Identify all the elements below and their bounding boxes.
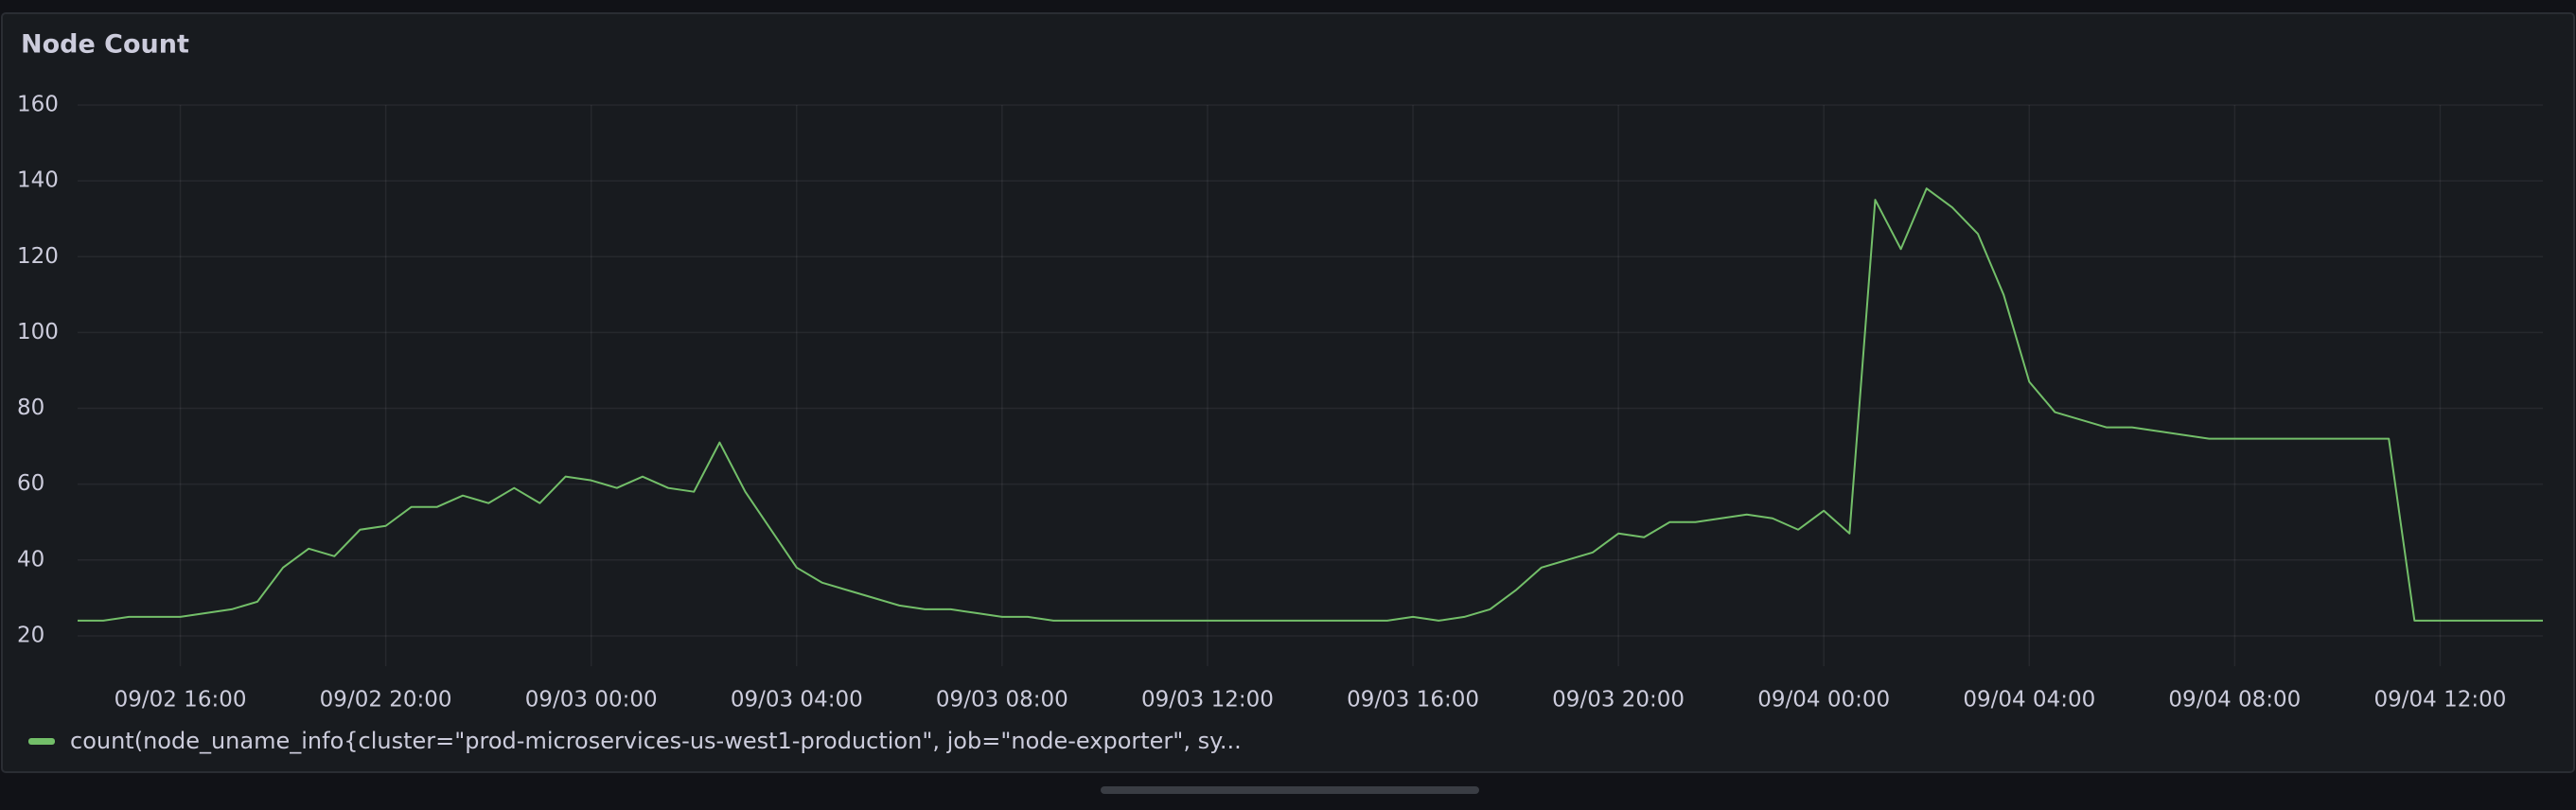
legend-label[interactable]: count(node_uname_info{cluster="prod-micr… (70, 728, 1242, 754)
x-tick-label: 09/04 12:00 (2374, 688, 2507, 713)
y-tick-label: 40 (17, 547, 44, 572)
legend-swatch (28, 738, 55, 745)
y-tick-label: 100 (17, 320, 59, 344)
x-tick-label: 09/03 00:00 (525, 688, 658, 713)
x-tick-label: 09/02 20:00 (320, 688, 452, 713)
panel (1, 12, 2575, 773)
x-tick-label: 09/04 04:00 (1963, 688, 2095, 713)
scrollbar[interactable] (1101, 786, 1479, 794)
chart-title: Node Count (21, 30, 189, 60)
x-tick-label: 09/03 20:00 (1552, 688, 1685, 713)
y-tick-label: 160 (17, 93, 59, 117)
x-tick-label: 09/04 00:00 (1757, 688, 1890, 713)
x-tick-label: 09/03 08:00 (936, 688, 1068, 713)
x-tick-label: 09/03 04:00 (731, 688, 863, 713)
series-line (78, 187, 2543, 622)
x-tick-label: 09/03 12:00 (1141, 688, 1274, 713)
x-tick-label: 09/02 16:00 (115, 688, 247, 713)
x-tick-label: 09/03 16:00 (1347, 688, 1479, 713)
y-tick-label: 20 (17, 623, 44, 647)
y-tick-label: 80 (17, 396, 44, 420)
y-tick-label: 60 (17, 471, 44, 496)
y-tick-label: 140 (17, 168, 59, 193)
x-tick-label: 09/04 08:00 (2168, 688, 2301, 713)
y-tick-label: 120 (17, 244, 59, 269)
